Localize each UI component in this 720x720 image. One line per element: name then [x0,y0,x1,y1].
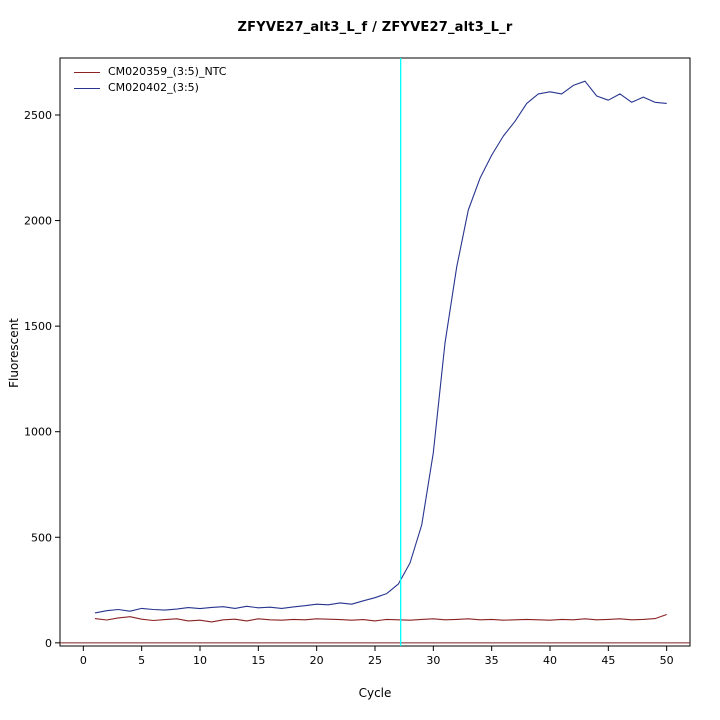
y-tick-label: 1500 [24,320,52,333]
x-tick-label: 15 [251,654,265,667]
series-line-1 [94,80,667,614]
legend-label-ntc: CM020359_(3:5)_NTC [108,65,227,78]
x-tick-label: 50 [660,654,674,667]
x-tick-label: 0 [80,654,87,667]
x-tick-label: 35 [485,654,499,667]
series-line-0 [94,613,667,623]
legend-item-sample: CM020402_(3:5) [74,80,226,96]
legend-swatch-ntc [74,71,100,73]
y-tick-label: 1000 [24,426,52,439]
axis-box [59,57,691,647]
x-tick-label: 40 [543,654,557,667]
x-tick-label: 20 [310,654,324,667]
legend-item-ntc: CM020359_(3:5)_NTC [74,64,226,80]
x-tick-label: 25 [368,654,382,667]
x-tick-label: 30 [426,654,440,667]
y-axis-label: Fluorescent [7,318,21,388]
x-tick-label: 45 [601,654,615,667]
legend: CM020359_(3:5)_NTC CM020402_(3:5) [74,64,226,96]
legend-swatch-sample [74,87,100,89]
y-tick-label: 0 [45,637,52,650]
x-tick-label: 5 [138,654,145,667]
legend-label-sample: CM020402_(3:5) [108,81,199,94]
x-tick-label: 10 [193,654,207,667]
chart-title: ZFYVE27_alt3_L_f / ZFYVE27_alt3_L_r [237,20,513,35]
x-axis-label: Cycle [358,686,392,700]
y-tick-label: 2500 [24,109,52,122]
y-tick-label: 2000 [24,215,52,228]
y-tick-label: 500 [31,531,52,544]
